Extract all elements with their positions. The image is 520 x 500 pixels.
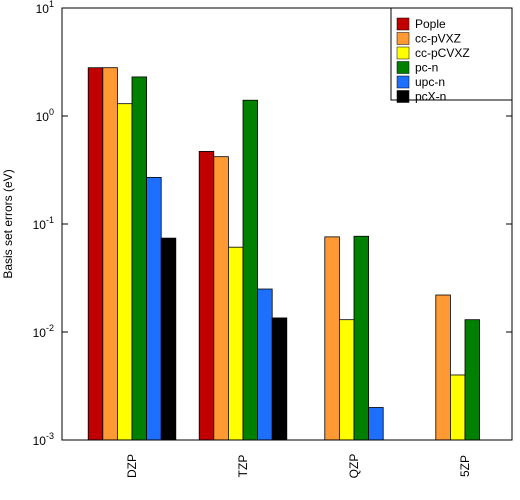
y-tick-base: 10 [33,218,47,232]
y-tick-exponent: 0 [49,107,54,117]
legend-swatch [396,61,410,74]
legend-swatch [396,17,410,31]
bar [160,237,177,441]
bar [131,76,148,441]
legend-swatch [396,75,410,89]
y-tick-label: 10-3 [33,431,54,448]
y-tick-label: 10-1 [33,215,54,232]
y-tick-label: 10-2 [33,323,54,340]
bar [87,67,104,441]
y-tick-exponent: -2 [46,323,54,333]
y-tick-exponent: -3 [46,431,54,441]
plot-frame [61,7,513,441]
bar [102,67,118,441]
bar [353,235,370,441]
y-tick-exponent: 1 [49,0,54,9]
legend-label: upc-n [415,75,445,89]
x-tick-label: TZP [236,455,250,478]
legend-label: pc-n [415,61,438,75]
legend-label: cc-pCVXZ [415,46,470,60]
bar [242,99,259,441]
y-tick-exponent: -1 [46,215,54,225]
y-axis-label: Basis set errors (eV) [1,169,15,278]
bar [449,374,466,441]
legend-label: cc-pVXZ [415,32,461,46]
y-tick-base: 10 [36,110,50,124]
y-tick-label: 100 [36,107,54,124]
legend-swatch [396,46,410,60]
bar [198,151,215,441]
legend-label: pcX-n [415,90,446,104]
legend-label: Pople [415,17,446,31]
bar [227,246,244,441]
y-tick-base: 10 [36,2,50,16]
bar [146,177,162,441]
bar [117,103,133,441]
y-tick-base: 10 [33,326,47,340]
legend-swatch [396,90,410,103]
y-tick-base: 10 [33,434,47,448]
x-tick-label: 5ZP [458,455,472,477]
bar [368,407,384,441]
bar [338,319,355,441]
bar [464,319,481,441]
bar [257,288,273,441]
bar [324,236,340,441]
bar [435,294,451,441]
bar [213,156,229,441]
bar [271,317,288,441]
x-tick-label: QZP [347,454,361,479]
legend-swatch [396,32,410,45]
x-tick-label: DZP [125,454,139,478]
y-tick-label: 101 [36,0,54,16]
legend-box [390,7,513,101]
